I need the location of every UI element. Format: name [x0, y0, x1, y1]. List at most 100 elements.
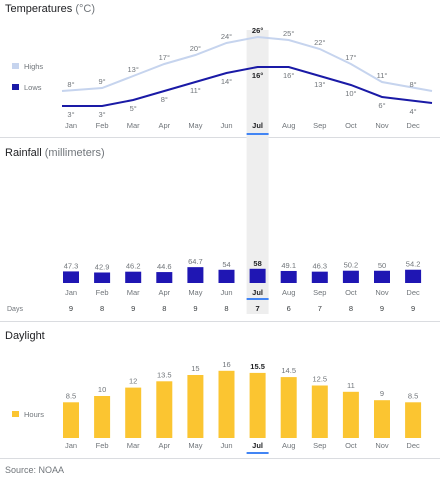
data-label-low: 3° [99, 110, 106, 119]
month-tick-label: May [188, 441, 202, 450]
daylight-bar [280, 377, 297, 438]
data-label-low: 10° [345, 89, 356, 98]
daylight-bar [405, 402, 422, 438]
month-tick-label: Sep [313, 441, 326, 450]
rain-bar [63, 271, 79, 283]
highlight-band [246, 30, 269, 314]
data-label-low: 13° [314, 80, 325, 89]
data-label-low: 16° [283, 71, 294, 80]
rain-bar [156, 272, 173, 283]
daylight-value-label: 14.5 [281, 366, 296, 375]
rain-bar [342, 270, 359, 283]
month-tick-label: Dec [406, 288, 420, 297]
data-label-low: 14° [221, 77, 232, 86]
data-label-low: 11° [190, 86, 201, 95]
selected-month-indicator [246, 452, 269, 454]
rain-value-label: 58 [253, 259, 261, 268]
month-tick-label: Jan [65, 288, 77, 297]
month-tick-label: Nov [375, 441, 389, 450]
month-tick-label: Dec [406, 121, 420, 130]
month-tick-label: Dec [406, 441, 420, 450]
rain-days-value: 8 [162, 304, 166, 313]
data-label-high: 25° [283, 29, 294, 38]
data-label-high: 8° [67, 80, 74, 89]
divider [0, 458, 440, 459]
data-label-high: 26° [252, 26, 263, 35]
daylight-value-label: 12 [129, 377, 137, 386]
legend-label-hours: Hours [24, 410, 44, 419]
month-tick-label: Mar [127, 288, 140, 297]
daylight-bar [374, 400, 390, 438]
source-note: Source: NOAA [5, 465, 65, 475]
daylight-bar [187, 375, 204, 438]
month-tick-label: Apr [158, 121, 170, 130]
rain-value-label: 46.2 [126, 262, 141, 271]
data-label-low: 6° [378, 101, 385, 110]
rain-bar [187, 267, 204, 283]
month-tick-label: Aug [282, 441, 295, 450]
month-tick-label: Nov [375, 288, 389, 297]
divider [0, 137, 440, 138]
legend-swatch-hours [12, 411, 19, 417]
daylight-value-label: 10 [98, 385, 106, 394]
rain-value-label: 50.2 [344, 261, 359, 270]
rain-bar [218, 269, 235, 283]
month-tick-label: Mar [127, 121, 140, 130]
month-tick-label: Jan [65, 121, 77, 130]
series-line-lows [62, 66, 433, 107]
month-tick-label: Sep [313, 288, 326, 297]
month-tick-label: Oct [345, 121, 358, 130]
daylight-bar [156, 381, 173, 438]
data-label-low: 4° [410, 107, 417, 116]
rain-days-value: 7 [256, 304, 260, 313]
data-label-high: 9° [99, 77, 106, 86]
rain-days-value: 9 [411, 304, 415, 313]
month-tick-label: Jul [252, 288, 263, 297]
daylight-bar [218, 370, 235, 438]
month-tick-label: May [188, 121, 202, 130]
selected-month-indicator [246, 298, 269, 300]
rain-bar [405, 269, 422, 283]
month-tick-label: Jun [220, 441, 232, 450]
rain-days-value: 9 [380, 304, 384, 313]
rain-days-value: 8 [349, 304, 353, 313]
month-tick-label: Nov [375, 121, 389, 130]
temperatures-title: Temperatures (°C) [5, 3, 95, 15]
rain-value-label: 54.2 [406, 260, 421, 269]
month-tick-label: Feb [96, 441, 109, 450]
data-label-high: 8° [410, 80, 417, 89]
month-tick-label: Jul [252, 121, 263, 130]
rain-value-label: 49.1 [281, 261, 296, 270]
month-tick-label: Feb [96, 121, 109, 130]
month-tick-label: Oct [345, 288, 358, 297]
rain-value-label: 64.7 [188, 257, 203, 266]
data-label-low: 16° [252, 71, 263, 80]
legend-swatch-lows [12, 84, 19, 90]
month-tick-label: Mar [127, 441, 140, 450]
daylight-bar [94, 396, 111, 438]
rain-days-value: 9 [69, 304, 73, 313]
daylight-value-label: 15 [191, 364, 199, 373]
legend-label-highs: Highs [24, 62, 43, 71]
month-tick-label: Jul [252, 441, 263, 450]
daylight-bar [63, 402, 79, 438]
rain-days-value: 8 [224, 304, 228, 313]
series-line-highs [61, 35, 433, 92]
rain-value-label: 50 [378, 261, 386, 270]
rainfall-title: Rainfall (millimeters) [5, 147, 105, 159]
daylight-value-label: 15.5 [250, 362, 265, 371]
daylight-bar [249, 372, 266, 438]
rain-days-value: 6 [287, 304, 291, 313]
legend-label-lows: Lows [24, 83, 42, 92]
rain-value-label: 44.6 [157, 262, 172, 271]
month-tick-label: Aug [282, 121, 295, 130]
rain-bar [280, 270, 297, 283]
month-tick-label: Sep [313, 121, 326, 130]
data-label-high: 11° [377, 71, 388, 80]
data-label-high: 20° [190, 44, 201, 53]
month-tick-label: May [188, 288, 202, 297]
daylight-title: Daylight [5, 330, 45, 342]
rain-value-label: 46.3 [312, 262, 327, 271]
